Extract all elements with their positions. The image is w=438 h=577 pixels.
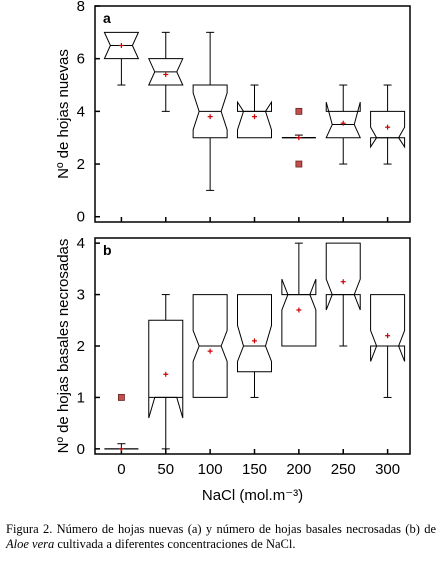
y-tick-label: 2 xyxy=(77,156,85,173)
figure-caption: Figura 2. Número de hojas nuevas (a) y n… xyxy=(6,522,436,552)
panel-label: a xyxy=(103,10,111,26)
panel-b: b 0 1 2 3 4 Nº de hojas basales necrosadas 0 50 1… xyxy=(55,235,411,504)
x-tick-label: 0 xyxy=(117,461,125,478)
y-tick-label: 0 xyxy=(77,209,85,226)
box-100 xyxy=(192,294,228,398)
box-100 xyxy=(192,31,228,191)
caption-prefix: Figura 2. Número de hojas nuevas (a) y n… xyxy=(6,522,436,536)
notched-box xyxy=(237,294,272,373)
box-150 xyxy=(237,294,272,398)
box-200 xyxy=(281,107,316,168)
y-tick-label: 6 xyxy=(77,51,85,68)
box-0 xyxy=(103,31,140,86)
notched-box xyxy=(325,102,362,139)
x-tick-label: 200 xyxy=(286,461,311,478)
x-axis-label: NaCl (mol.m⁻³) xyxy=(202,487,303,504)
notched-box xyxy=(281,278,317,347)
x-tick-label: 50 xyxy=(157,461,174,478)
box-250 xyxy=(325,84,362,165)
panel-label: b xyxy=(103,242,112,258)
x-tick-label: 300 xyxy=(375,461,400,478)
boxplot-figure: a 0 2 4 6 8 Nº de hojas nuevas b 0 1 2 3 4 Nº de hoja… xyxy=(55,0,411,504)
y-tick-label: 4 xyxy=(77,235,85,252)
box-50 xyxy=(147,31,184,112)
caption-suffix: cultivada a diferentes concentraciones d… xyxy=(54,537,296,551)
x-tick-label: 250 xyxy=(331,461,356,478)
y-tick-label: 2 xyxy=(77,338,85,355)
notched-box xyxy=(370,294,406,362)
box-200 xyxy=(281,242,317,347)
y-tick-label: 3 xyxy=(77,287,85,304)
plot-frame xyxy=(94,5,411,223)
notched-box xyxy=(237,100,272,139)
figure: a 0 2 4 6 8 Nº de hojas nuevas b 0 1 2 3 4 Nº de hoja… xyxy=(55,0,411,504)
y-tick-label: 0 xyxy=(77,441,85,458)
caption-species: Aloe vera xyxy=(6,537,55,551)
x-tick-label: 100 xyxy=(198,461,223,478)
outlier-point xyxy=(295,160,303,168)
box-300 xyxy=(370,84,406,165)
notched-box xyxy=(325,242,361,311)
panel-a: a 0 2 4 6 8 Nº de hojas nuevas xyxy=(55,0,411,226)
outlier-point xyxy=(118,394,125,401)
y-tick-label: 8 xyxy=(77,0,85,15)
box-0 xyxy=(104,394,139,452)
box-250 xyxy=(325,242,361,347)
y-axis-label: Nº de hojas basales necrosadas xyxy=(55,239,72,454)
notched-box xyxy=(192,294,228,398)
box-50 xyxy=(148,294,184,450)
notched-box xyxy=(370,110,406,149)
notched-box xyxy=(148,319,184,419)
box-300 xyxy=(370,294,406,398)
y-axis-label: Nº de hojas nuevas xyxy=(55,49,72,179)
y-tick-label: 4 xyxy=(77,103,85,120)
notched-box xyxy=(192,84,228,139)
box-150 xyxy=(237,84,272,139)
x-tick-label: 150 xyxy=(242,461,267,478)
y-tick-label: 1 xyxy=(77,389,85,406)
outlier-point xyxy=(295,107,303,115)
